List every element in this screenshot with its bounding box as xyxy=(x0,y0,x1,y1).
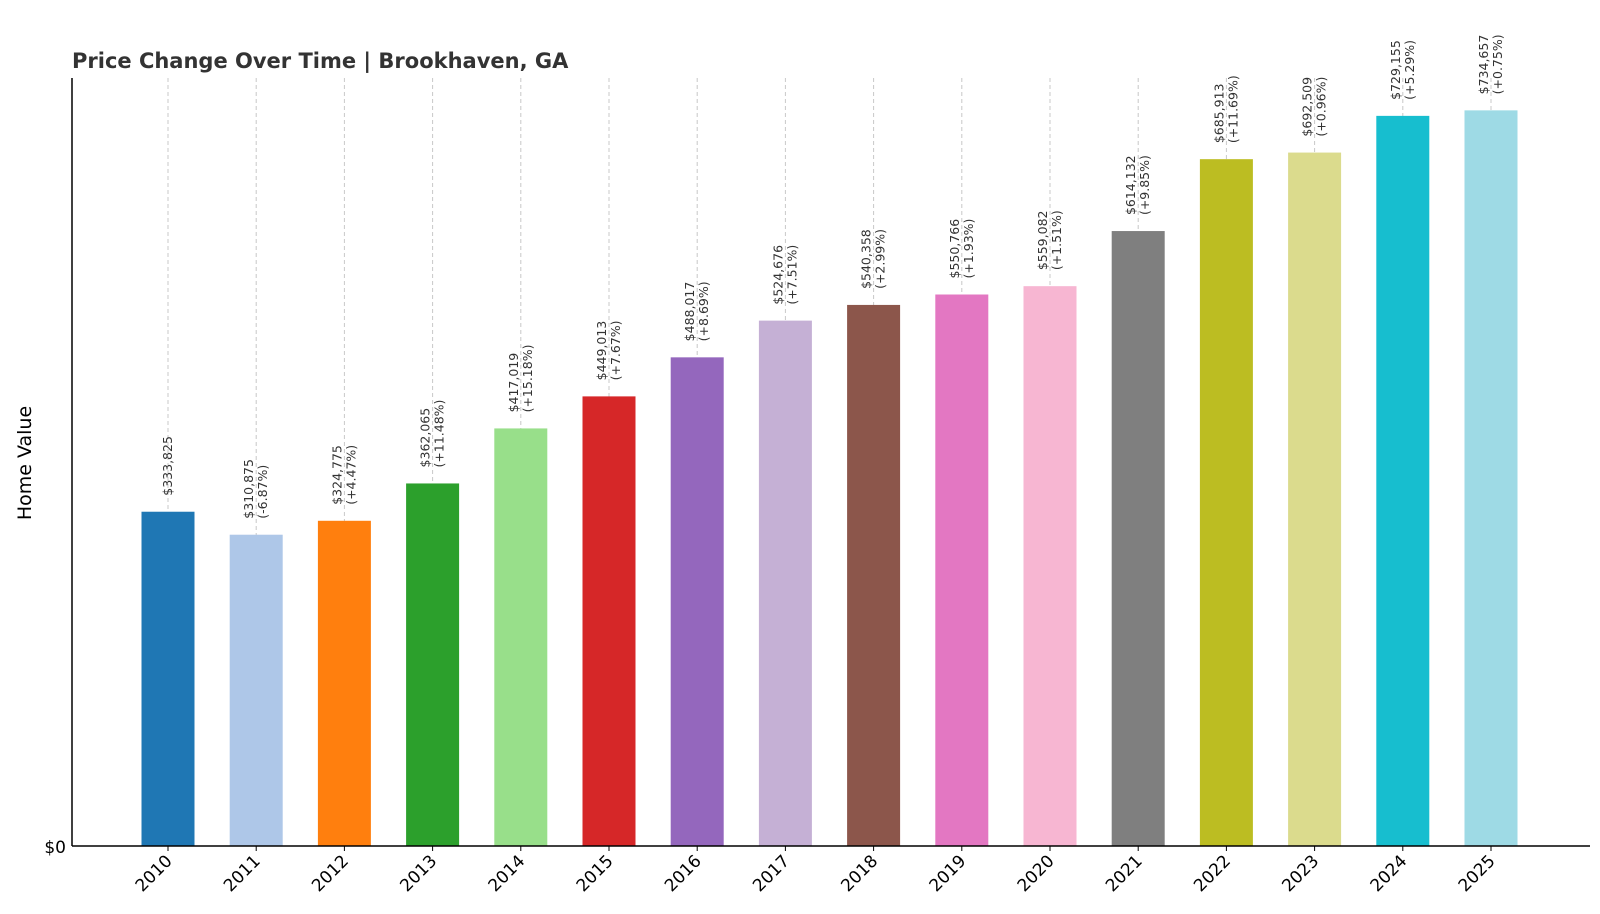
change-label-2023: (+0.96%) xyxy=(1314,77,1329,137)
bar-2024 xyxy=(1376,115,1430,846)
x-tick-label-2024: 2024 xyxy=(1367,851,1412,896)
value-label-2016: $488,017 xyxy=(682,282,697,342)
x-tick-label-2025: 2025 xyxy=(1455,851,1500,896)
bar-2025 xyxy=(1464,110,1518,846)
bar-2020 xyxy=(1023,286,1077,846)
value-label-2013: $362,065 xyxy=(418,408,433,468)
value-label-2021: $614,132 xyxy=(1123,155,1138,215)
bar-2014 xyxy=(494,428,548,846)
x-tick-labels: 2010 2011 2012 2013 2014 2015 2016 2017 2018 2019… xyxy=(132,846,1500,896)
data-labels: $333,825 $310,875 (-6.87%) $324,775 (+4.47%)… xyxy=(160,34,1505,518)
y-axis-label: Home Value xyxy=(14,406,36,520)
bar-2017 xyxy=(758,320,812,847)
value-label-2015: $449,013 xyxy=(594,321,609,381)
change-label-2016: (+8.69%) xyxy=(696,281,711,341)
x-tick-label-2021: 2021 xyxy=(1102,851,1147,896)
change-label-2024: (+5.29%) xyxy=(1402,40,1417,100)
change-label-2018: (+2.99%) xyxy=(873,229,888,289)
bar-2010 xyxy=(141,511,195,846)
x-tick-label-2017: 2017 xyxy=(749,851,794,896)
value-label-2019: $550,766 xyxy=(947,219,962,279)
value-label-2022: $685,913 xyxy=(1211,84,1226,144)
value-label-2020: $559,082 xyxy=(1035,211,1050,271)
bar-2013 xyxy=(406,483,460,846)
x-tick-label-2023: 2023 xyxy=(1278,851,1323,896)
change-label-2017: (+7.51%) xyxy=(784,245,799,305)
bar-2012 xyxy=(317,520,371,846)
x-tick-label-2015: 2015 xyxy=(573,851,618,896)
change-label-2020: (+1.51%) xyxy=(1049,210,1064,270)
value-label-2017: $524,676 xyxy=(770,245,785,305)
chart-title: Price Change Over Time | Brookhaven, GA xyxy=(72,49,569,74)
bar-2011 xyxy=(229,534,283,846)
change-label-2022: (+11.69%) xyxy=(1225,75,1240,143)
change-label-2012: (+4.47%) xyxy=(343,445,358,505)
bar-2016 xyxy=(670,357,724,846)
x-tick-label-2016: 2016 xyxy=(661,851,706,896)
x-tick-label-2019: 2019 xyxy=(926,851,971,896)
x-tick-label-2013: 2013 xyxy=(396,851,441,896)
x-tick-label-2014: 2014 xyxy=(485,851,530,896)
value-label-2010: $333,825 xyxy=(160,436,175,496)
x-tick-label-2018: 2018 xyxy=(837,851,882,896)
value-label-2024: $729,155 xyxy=(1388,40,1403,100)
value-label-2014: $417,019 xyxy=(506,353,521,413)
x-tick-label-2010: 2010 xyxy=(132,851,177,896)
value-label-2012: $324,775 xyxy=(329,445,344,505)
value-label-2025: $734,657 xyxy=(1476,35,1491,95)
change-label-2011: (-6.87%) xyxy=(255,465,270,519)
value-label-2018: $540,358 xyxy=(859,229,874,289)
change-label-2021: (+9.85%) xyxy=(1137,155,1152,215)
bars xyxy=(141,110,1518,847)
x-tick-label-2020: 2020 xyxy=(1014,851,1059,896)
bar-2019 xyxy=(935,294,989,846)
bar-2018 xyxy=(847,304,901,846)
change-label-2019: (+1.93%) xyxy=(961,219,976,279)
x-tick-label-2022: 2022 xyxy=(1190,851,1235,896)
bar-2022 xyxy=(1199,159,1253,846)
bar-2015 xyxy=(582,396,636,846)
change-label-2015: (+7.67%) xyxy=(608,320,623,380)
value-label-2011: $310,875 xyxy=(241,459,256,519)
y-tick-label-zero: $0 xyxy=(44,838,66,858)
x-tick-label-2012: 2012 xyxy=(308,851,353,896)
change-label-2025: (+0.75%) xyxy=(1490,34,1505,94)
change-label-2014: (+15.18%) xyxy=(520,345,535,413)
bar-2023 xyxy=(1288,152,1342,847)
change-label-2013: (+11.48%) xyxy=(432,400,447,468)
bar-2021 xyxy=(1111,231,1165,846)
value-label-2023: $692,509 xyxy=(1300,77,1315,137)
x-tick-label-2011: 2011 xyxy=(220,851,265,896)
